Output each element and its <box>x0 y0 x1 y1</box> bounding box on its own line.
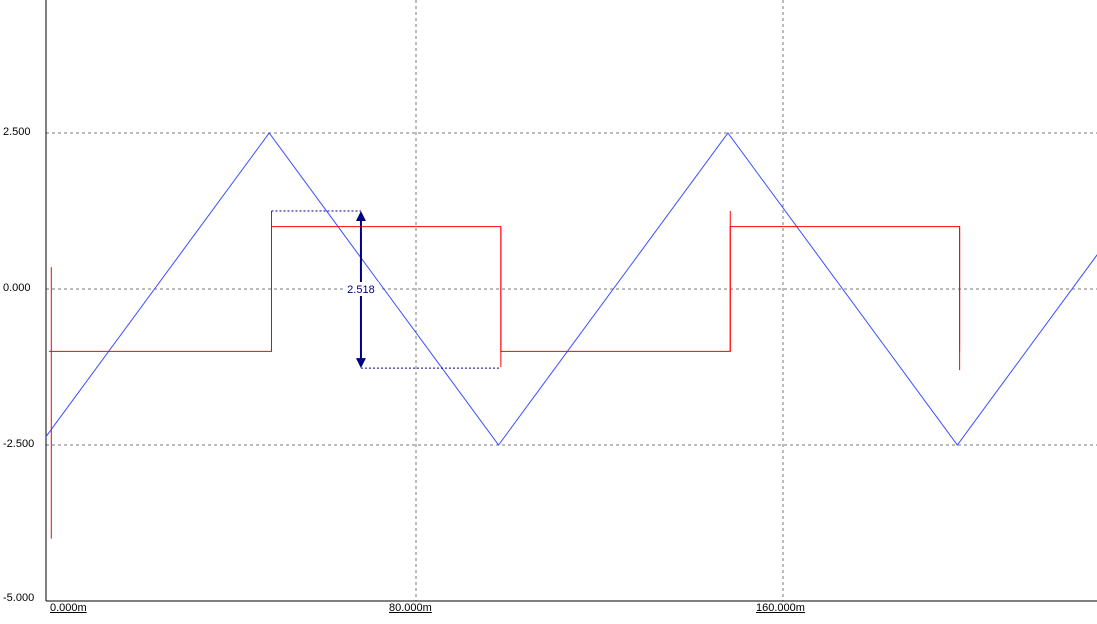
y-tick-label: -5.000 <box>3 592 35 604</box>
arrow-down-icon <box>355 358 366 369</box>
x-tick-label: 0.000m <box>50 602 87 614</box>
series-line-triangle <box>46 132 1097 446</box>
x-tick-label: 160.000m <box>756 602 805 614</box>
arrow-up-icon <box>355 211 366 221</box>
y-tick-label: 2.500 <box>3 126 31 138</box>
x-tick-label: 80.000m <box>389 602 432 614</box>
measure-label-bg <box>342 282 379 296</box>
y-tick-label: -2.500 <box>3 438 35 450</box>
measure-value-label: 2.518 <box>347 284 375 296</box>
y-tick-label: 0.000 <box>3 282 31 294</box>
